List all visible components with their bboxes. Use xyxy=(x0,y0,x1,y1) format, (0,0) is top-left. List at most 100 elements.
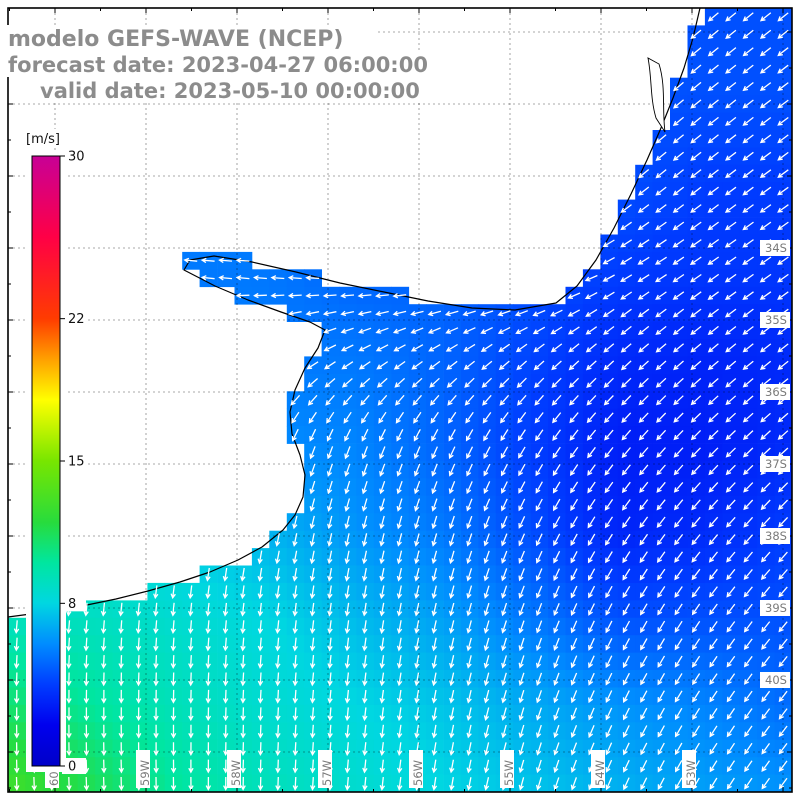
wave-direction-arrow xyxy=(742,395,754,406)
wave-direction-arrow xyxy=(327,620,333,635)
wave-direction-arrow xyxy=(448,515,455,530)
wave-direction-arrow xyxy=(518,602,525,617)
wave-direction-arrow xyxy=(518,568,525,582)
wave-direction-arrow xyxy=(603,343,615,353)
wave-direction-arrow xyxy=(535,568,543,582)
wave-direction-arrow xyxy=(726,777,735,790)
wave-direction-arrow xyxy=(759,169,772,179)
wave-direction-arrow xyxy=(274,585,281,600)
wave-direction-arrow xyxy=(341,378,353,388)
wave-direction-arrow xyxy=(777,151,789,161)
wave-direction-arrow xyxy=(726,603,736,616)
wave-direction-arrow xyxy=(170,776,177,791)
wave-direction-arrow xyxy=(672,308,685,318)
wave-direction-arrow xyxy=(292,550,298,565)
wave-direction-arrow xyxy=(100,602,107,617)
wave-direction-arrow xyxy=(742,430,754,441)
wave-direction-arrow xyxy=(414,550,420,565)
wave-direction-arrow xyxy=(656,429,667,441)
wave-direction-arrow xyxy=(654,274,667,283)
wave-direction-arrow xyxy=(200,275,215,281)
wave-direction-arrow xyxy=(708,447,719,458)
wave-direction-arrow xyxy=(744,690,753,703)
wave-direction-arrow xyxy=(361,567,368,582)
wave-direction-arrow xyxy=(498,360,510,371)
wave-direction-arrow xyxy=(725,99,737,109)
wave-direction-arrow xyxy=(153,620,159,635)
wave-direction-arrow xyxy=(305,275,320,281)
wave-direction-arrow xyxy=(362,602,368,617)
wave-direction-arrow xyxy=(707,360,719,371)
wave-direction-arrow xyxy=(222,707,229,722)
wave-direction-arrow xyxy=(153,724,159,739)
wave-direction-arrow xyxy=(689,256,702,265)
wave-direction-arrow xyxy=(550,326,563,335)
wave-direction-arrow xyxy=(188,637,194,652)
lon-label-backing xyxy=(227,750,241,788)
wave-direction-arrow xyxy=(759,256,772,265)
wave-direction-arrow xyxy=(153,602,159,617)
wave-direction-arrow xyxy=(552,412,562,424)
wave-direction-arrow xyxy=(570,620,578,634)
wave-direction-arrow xyxy=(690,169,702,179)
wave-direction-arrow xyxy=(222,585,229,600)
wave-direction-arrow xyxy=(760,551,771,563)
wave-direction-arrow xyxy=(604,481,614,494)
wave-direction-arrow xyxy=(639,516,649,529)
wave-direction-arrow xyxy=(743,516,754,528)
wave-direction-arrow xyxy=(135,724,142,739)
wave-direction-arrow xyxy=(101,742,107,757)
wave-direction-arrow xyxy=(327,533,333,547)
wave-direction-arrow xyxy=(655,395,667,406)
wave-direction-arrow xyxy=(761,743,771,755)
wave-direction-arrow xyxy=(483,498,491,512)
wave-direction-arrow xyxy=(689,273,702,283)
wave-direction-arrow xyxy=(483,777,490,791)
wave-direction-arrow xyxy=(501,602,508,617)
wave-direction-arrow xyxy=(326,428,334,442)
lon-label-backing xyxy=(318,750,332,788)
wave-direction-arrow xyxy=(518,550,525,564)
wave-direction-arrow xyxy=(66,672,72,687)
wave-direction-arrow xyxy=(553,603,560,617)
wave-direction-arrow xyxy=(743,499,754,511)
wave-direction-arrow xyxy=(497,310,511,317)
wave-direction-arrow xyxy=(707,169,719,179)
wave-direction-arrow xyxy=(205,776,212,791)
wave-direction-arrow xyxy=(235,292,250,299)
colorbar-tick-label: 8 xyxy=(68,597,76,612)
wave-direction-arrow xyxy=(292,759,299,774)
wave-direction-arrow xyxy=(444,310,459,317)
wave-direction-arrow xyxy=(692,725,701,738)
wave-direction-arrow xyxy=(778,516,789,528)
wave-direction-arrow xyxy=(499,412,509,424)
wave-direction-arrow xyxy=(413,480,421,495)
wave-direction-arrow xyxy=(13,672,20,687)
wave-direction-arrow xyxy=(585,309,598,317)
wave-direction-arrow xyxy=(605,620,613,634)
wave-direction-arrow xyxy=(483,568,490,582)
wave-direction-arrow xyxy=(379,655,385,669)
wave-direction-arrow xyxy=(637,204,650,213)
wave-direction-arrow xyxy=(760,499,771,511)
wave-direction-arrow xyxy=(603,395,614,406)
wave-direction-arrow xyxy=(759,12,772,22)
wave-direction-arrow xyxy=(414,724,420,739)
wave-direction-arrow xyxy=(605,725,613,738)
wave-direction-arrow xyxy=(396,672,403,687)
wave-direction-arrow xyxy=(553,707,560,721)
wave-direction-arrow xyxy=(622,585,631,599)
wave-direction-arrow xyxy=(118,672,124,687)
wave-direction-arrow xyxy=(638,429,649,441)
wave-direction-arrow xyxy=(778,586,788,598)
wave-direction-arrow xyxy=(692,690,701,703)
wave-direction-arrow xyxy=(759,221,772,231)
wave-direction-arrow xyxy=(656,499,666,511)
wave-direction-arrow xyxy=(358,361,371,370)
wave-direction-arrow xyxy=(551,360,562,371)
wave-direction-arrow xyxy=(587,446,596,459)
wave-direction-arrow xyxy=(588,707,595,721)
wave-direction-arrow xyxy=(657,638,666,651)
wave-direction-arrow xyxy=(674,534,684,546)
wave-direction-arrow xyxy=(292,585,298,600)
